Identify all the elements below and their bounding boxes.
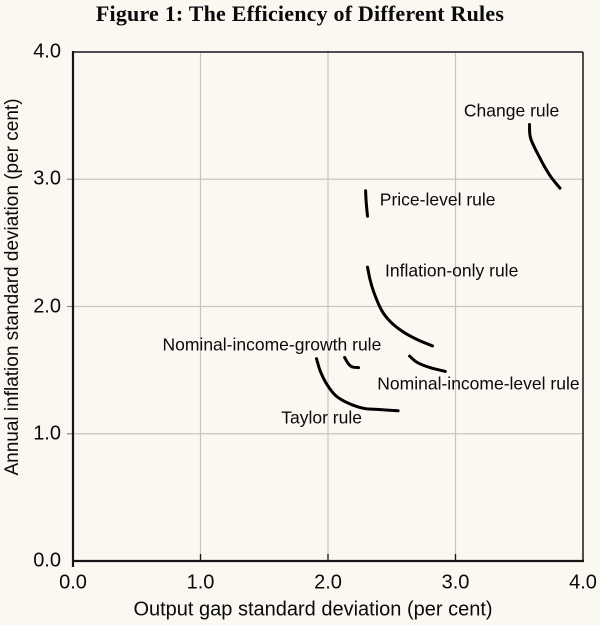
curve-change-rule xyxy=(528,123,562,190)
figure-title: Figure 1: The Efficiency of Different Ru… xyxy=(95,1,505,26)
curve-nominal-income-level-rule xyxy=(408,354,447,373)
curve-price-level-rule xyxy=(364,189,369,218)
curve-taylor-rule xyxy=(315,357,400,413)
curve-inflation-only-rule xyxy=(366,265,434,348)
curve-nominal-income-growth-rule xyxy=(343,355,361,370)
